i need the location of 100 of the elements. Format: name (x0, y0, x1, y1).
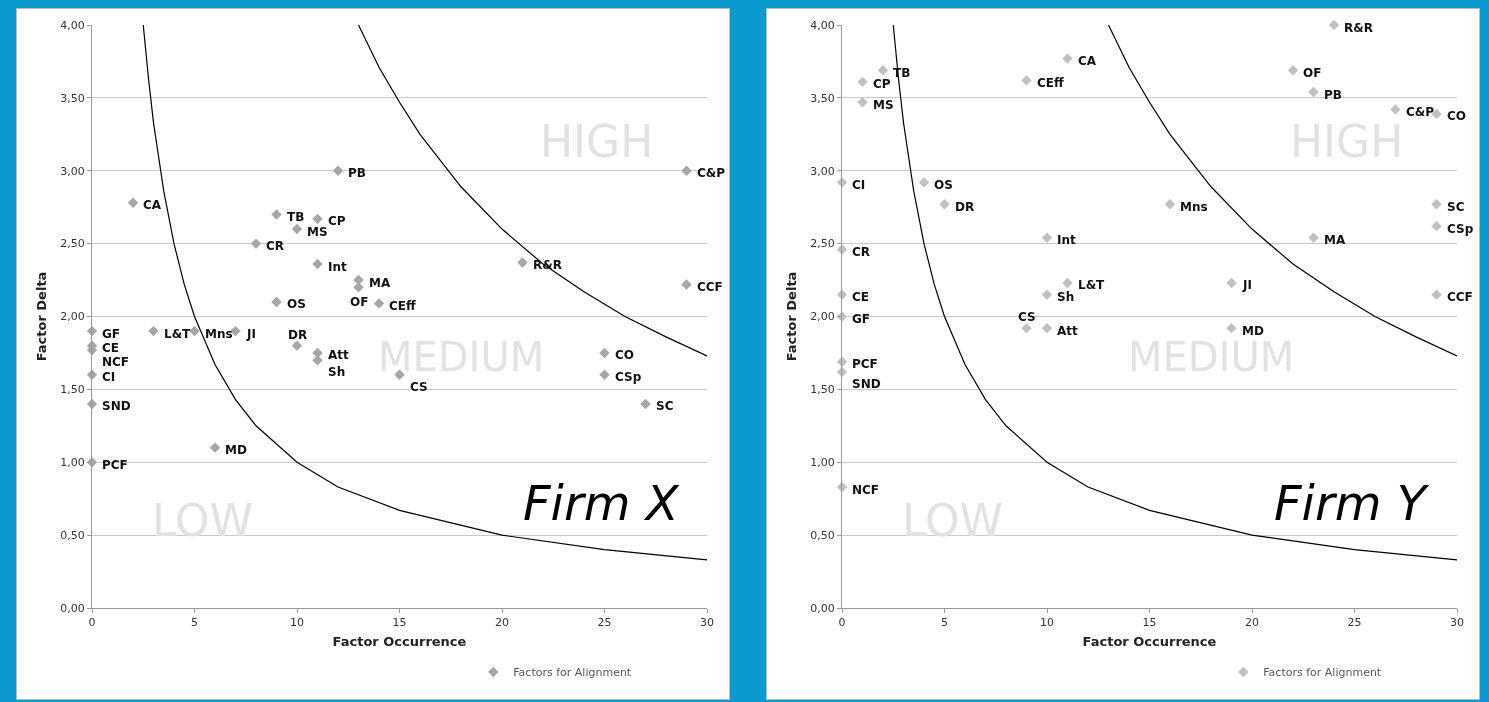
annotation: Firm X (523, 475, 680, 531)
point (939, 199, 950, 210)
point (1308, 232, 1319, 243)
annotation: GF (852, 312, 871, 326)
y-tick-label: 2,50 (60, 237, 85, 251)
annotation: CR (852, 245, 871, 259)
annotation: CO (615, 348, 635, 362)
annotation: MD (1242, 324, 1264, 338)
annotation: TB (287, 210, 305, 224)
x-tick-label: 10 (1040, 616, 1054, 630)
annotation: CP (328, 214, 346, 228)
point (291, 223, 303, 235)
y-tick-label: 4,00 (810, 18, 835, 32)
x-tick-label: 30 (700, 616, 714, 630)
point (681, 165, 692, 176)
point (312, 355, 323, 366)
point (1041, 322, 1053, 334)
point (1062, 277, 1073, 289)
annotation: CE (852, 290, 870, 304)
point (1062, 53, 1073, 64)
annotation: GF (102, 327, 121, 341)
annotation: OS (934, 178, 953, 192)
y-tick-label: 3,50 (810, 91, 835, 105)
annotation: Mns (205, 327, 233, 341)
annotation: C&P (1406, 105, 1435, 119)
point (918, 177, 930, 188)
annotation: CEff (1037, 76, 1064, 90)
y-tick-label: 1,00 (60, 456, 85, 470)
point (250, 238, 262, 249)
annotation: OS (287, 297, 306, 311)
y-tick-label: 1,50 (810, 383, 835, 397)
point (836, 366, 848, 378)
annotation: NCF (102, 355, 130, 369)
annotation: Firm Y (1274, 475, 1430, 531)
point (1308, 86, 1319, 98)
annotation: Mns (1180, 200, 1208, 214)
y-tick-label: 1,50 (60, 383, 85, 397)
y-tick-label: 0,50 (810, 528, 835, 542)
annotation: PB (1324, 88, 1342, 102)
x-tick-label: 25 (1347, 616, 1362, 630)
x-tick-label: 0 (88, 616, 96, 630)
y-tick-label: 0,00 (60, 601, 85, 615)
point (332, 165, 344, 176)
point (1041, 232, 1053, 243)
annotation: CS (1018, 310, 1036, 324)
legend-label: Factors for Alignment (513, 666, 632, 680)
annotation: CCF (697, 280, 723, 294)
x-tick-label: 10 (290, 616, 304, 630)
annotation: CEff (389, 299, 416, 313)
y-axis-title: Factor Delta (784, 271, 800, 362)
point (86, 325, 98, 337)
y-tick-label: 0,00 (810, 601, 835, 615)
x-tick-label: 20 (495, 616, 509, 630)
annotation: R&R (1344, 21, 1373, 35)
annotation: CA (1078, 54, 1097, 68)
x-tick-label: 5 (191, 616, 198, 630)
x-tick-label: 15 (392, 616, 407, 630)
legend-label: Factors for Alignment (1263, 666, 1382, 680)
point (148, 325, 159, 337)
annotation: CS (410, 380, 428, 394)
point (857, 76, 868, 88)
annotation: Att (328, 348, 350, 362)
point (1431, 289, 1442, 300)
annotation: CE (102, 341, 120, 355)
annotation: L&T (1078, 278, 1106, 292)
point (271, 296, 282, 308)
point (517, 257, 528, 268)
annotation: MA (369, 276, 391, 290)
point (209, 442, 221, 453)
annotation: Sh (1057, 290, 1075, 304)
y-tick-label: 1,00 (810, 456, 835, 470)
annotation: OF (1303, 66, 1322, 80)
annotation: CSp (615, 370, 642, 384)
point (1041, 289, 1053, 300)
point (373, 298, 385, 309)
annotation: Sh (328, 365, 346, 379)
point (599, 347, 610, 359)
annotation: OF (350, 295, 369, 309)
annotation: CP (873, 77, 891, 91)
x-axis-title: Factor Occurrence (1082, 633, 1217, 649)
y-tick-label: 2,50 (810, 237, 835, 251)
point (1021, 75, 1032, 86)
point (599, 369, 610, 380)
x-tick-label: 15 (1142, 616, 1157, 630)
point (271, 209, 282, 220)
point (189, 325, 200, 337)
point (640, 398, 651, 410)
annotation: C&P (697, 166, 726, 180)
y-axis-title: Factor Delta (34, 271, 50, 362)
point (1287, 64, 1299, 76)
x-tick-label: 5 (941, 616, 948, 630)
x-tick-label: 30 (1450, 616, 1464, 630)
annotation: CI (852, 178, 866, 192)
annotation: Int (328, 260, 348, 274)
point (877, 64, 889, 76)
annotation: NCF (852, 483, 880, 497)
annotation: MS (307, 225, 328, 239)
annotation: CI (102, 370, 116, 384)
annotation: PB (348, 166, 366, 180)
point (1226, 277, 1237, 289)
